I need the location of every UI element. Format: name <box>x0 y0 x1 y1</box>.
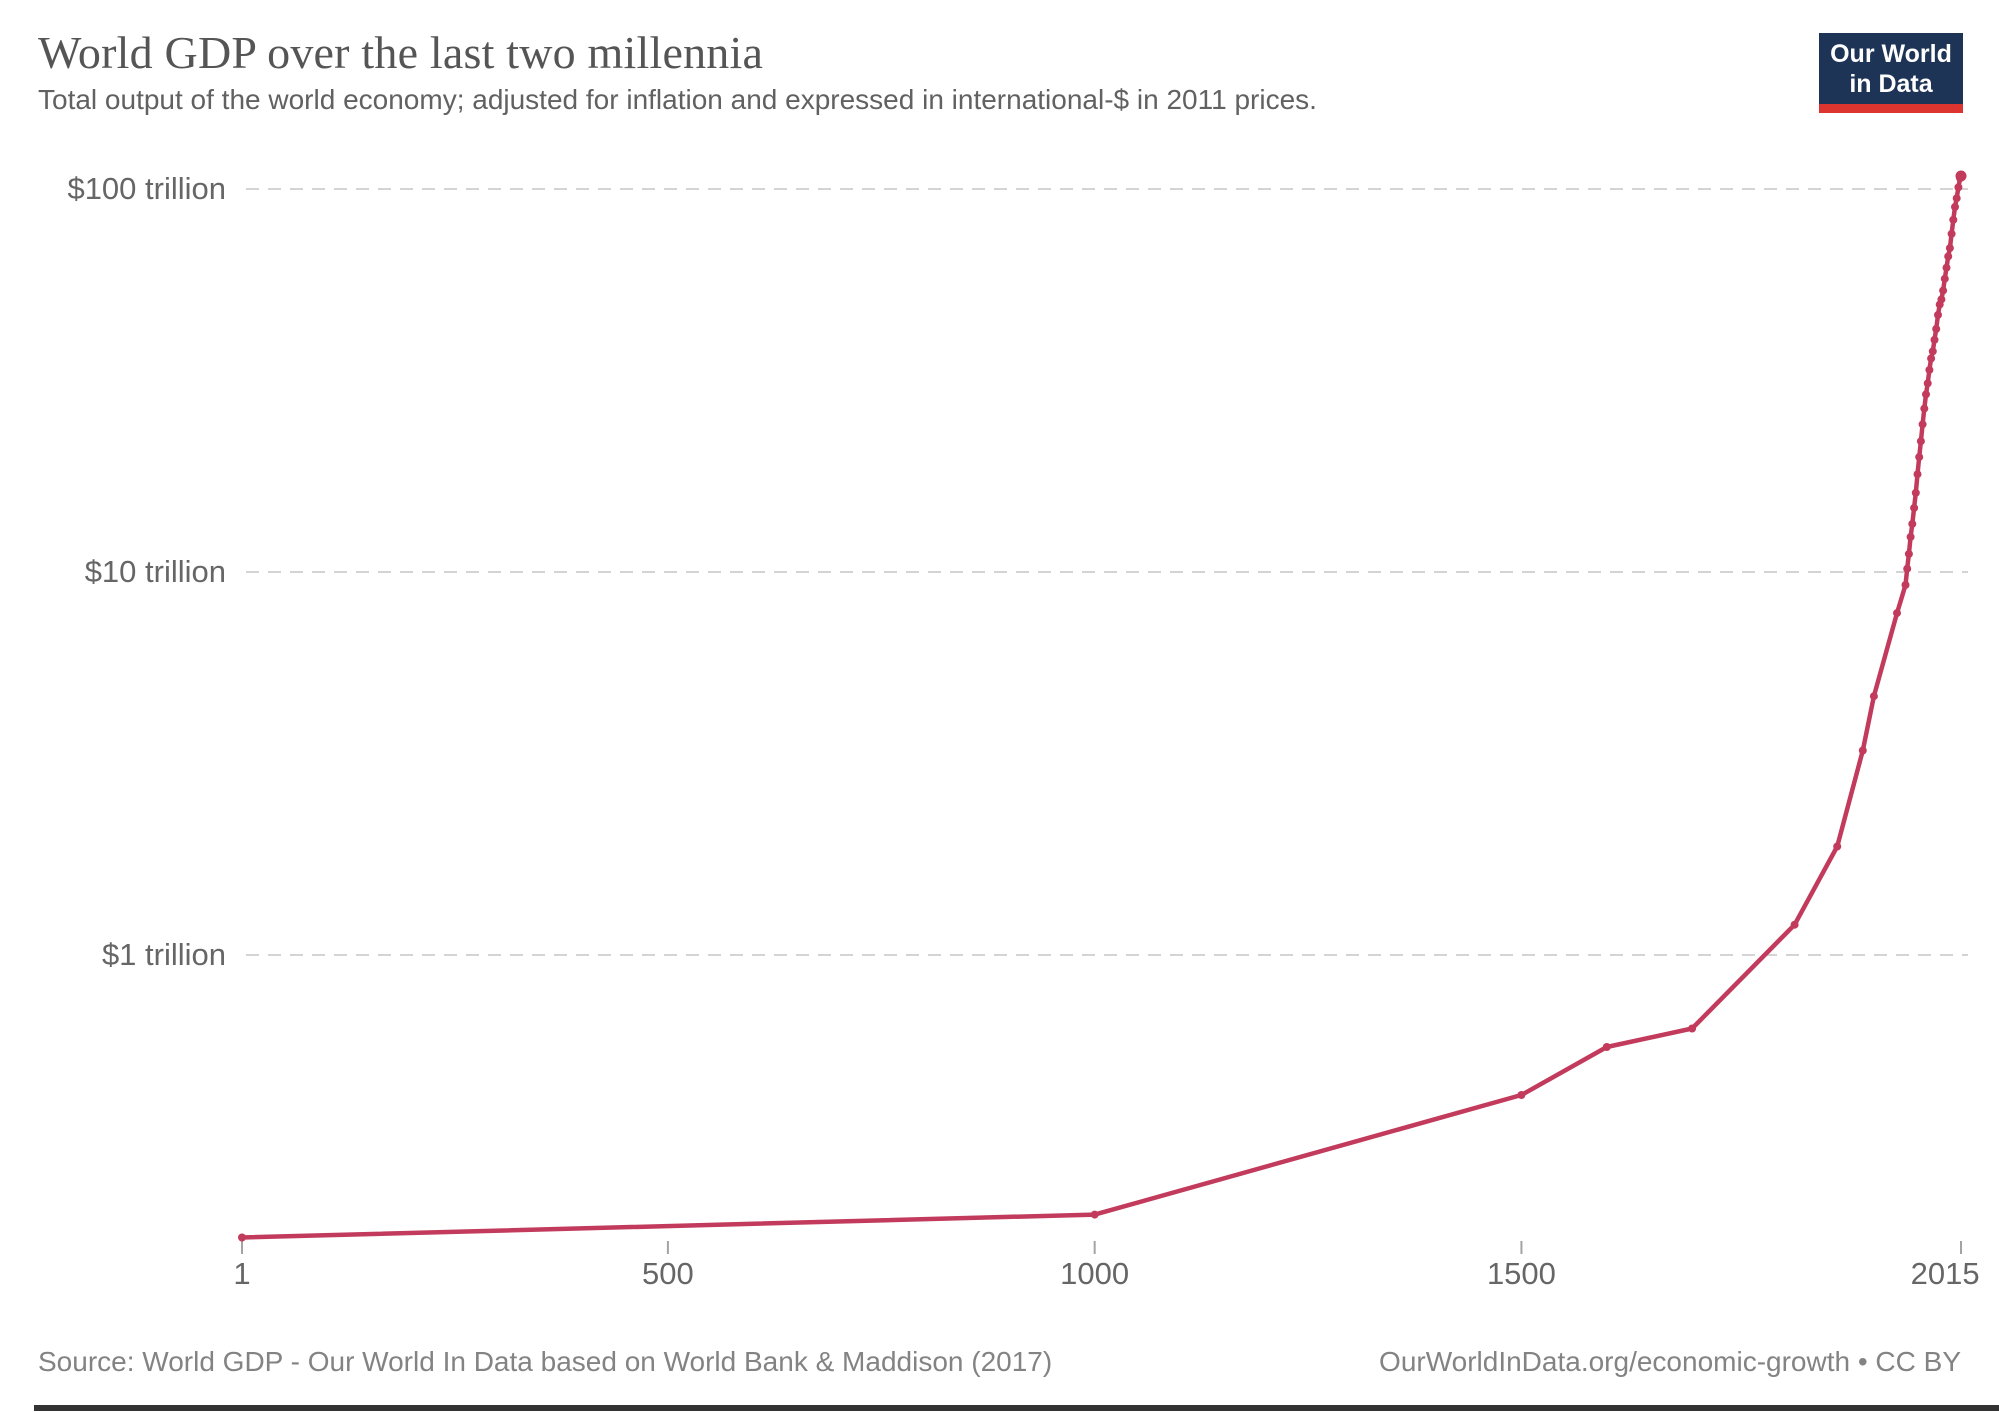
data-point <box>1922 390 1930 399</box>
data-point <box>1940 274 1949 283</box>
x-axis-label: 1 <box>233 1256 251 1291</box>
owid-logo: Our World in Data <box>1819 33 1963 113</box>
chart-title: World GDP over the last two millennia <box>38 27 764 78</box>
data-point <box>1602 1043 1611 1051</box>
y-axis-label: $1 trillion <box>101 937 226 972</box>
data-point <box>1944 252 1953 261</box>
data-point <box>1928 347 1937 356</box>
data-point <box>1935 300 1944 309</box>
data-point <box>1947 229 1956 238</box>
data-point <box>1906 532 1915 541</box>
y-axis-label: $10 trillion <box>84 554 226 589</box>
data-point <box>1918 420 1927 429</box>
data-point <box>1920 404 1929 413</box>
data-point <box>1911 488 1920 497</box>
x-axis-label: 2015 <box>1910 1256 1980 1291</box>
data-point <box>1923 379 1932 388</box>
bottom-border-bar <box>34 1405 1999 1411</box>
data-point <box>1904 549 1913 558</box>
data-point <box>1913 470 1922 479</box>
source-note: Source: World GDP - Our World In Data ba… <box>38 1346 1053 1377</box>
data-point <box>1955 170 1967 182</box>
data-point <box>1858 746 1867 755</box>
data-point <box>1915 453 1924 462</box>
data-point <box>1954 183 1963 192</box>
data-point <box>1869 692 1878 701</box>
x-axis-label: 1500 <box>1486 1256 1556 1291</box>
data-point <box>1927 354 1936 363</box>
data-point <box>1910 503 1919 512</box>
attribution-note: OurWorldInData.org/economic-growth • CC … <box>1379 1346 1961 1377</box>
owid-logo-stripe <box>1819 104 1963 113</box>
owid-logo-text: Our World in Data <box>1819 33 1963 104</box>
data-point <box>1893 609 1901 618</box>
data-point <box>1901 581 1910 589</box>
data-point <box>1925 365 1934 374</box>
x-axis-label: 500 <box>642 1256 694 1291</box>
data-point <box>1949 215 1958 224</box>
data-point <box>1090 1210 1099 1219</box>
owid-logo-line1: Our World <box>1830 39 1952 68</box>
data-point <box>1951 202 1959 211</box>
data-point <box>1790 920 1799 929</box>
data-point <box>1934 310 1942 319</box>
data-point <box>1937 295 1946 304</box>
data-point <box>1942 263 1951 272</box>
data-point <box>1932 325 1941 333</box>
data-point <box>1908 519 1917 528</box>
data-point <box>1688 1024 1697 1033</box>
data-point <box>1833 842 1842 851</box>
data-point <box>1930 335 1939 344</box>
data-point <box>1952 194 1961 203</box>
owid-logo-line2: in Data <box>1849 69 1933 98</box>
data-point <box>1903 564 1912 573</box>
data-point <box>1517 1091 1526 1099</box>
data-point <box>1939 286 1948 295</box>
x-axis-label: 1000 <box>1060 1256 1130 1291</box>
chart-subtitle: Total output of the world economy; adjus… <box>38 84 1317 115</box>
y-axis-label: $100 trillion <box>67 171 226 206</box>
data-point <box>1945 244 1954 253</box>
data-point <box>1956 174 1965 183</box>
data-point <box>1916 437 1925 446</box>
data-point <box>238 1233 246 1242</box>
gdp-line <box>239 173 1964 1240</box>
